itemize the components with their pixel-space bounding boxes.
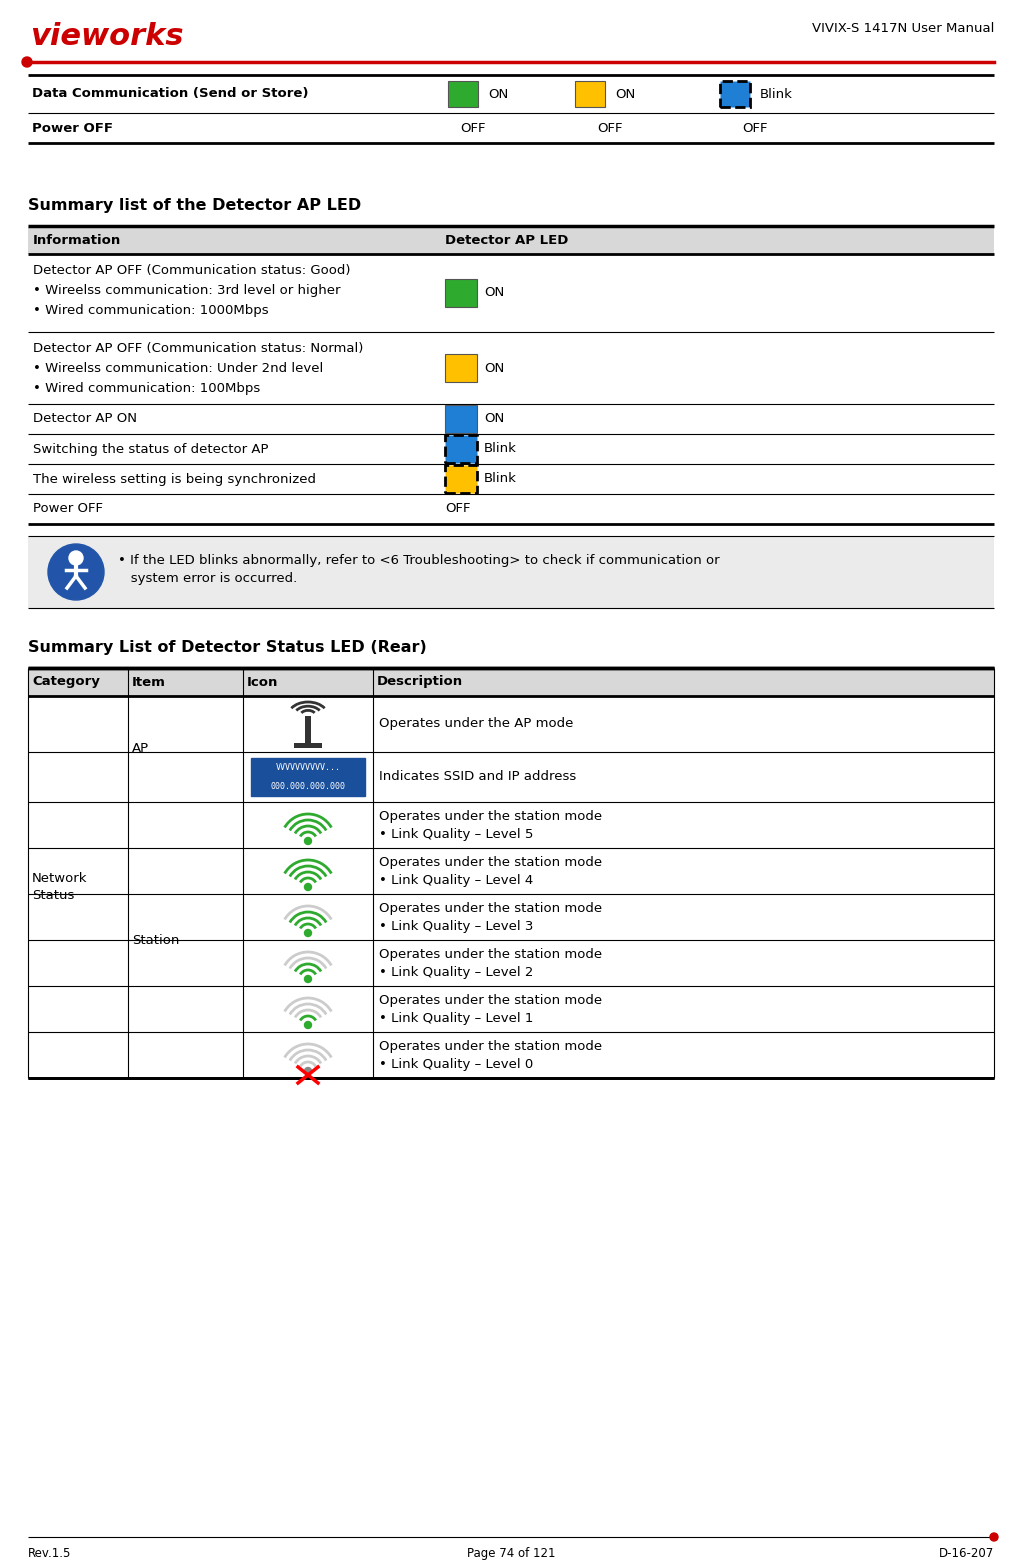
Bar xyxy=(445,465,477,494)
Circle shape xyxy=(990,1533,998,1540)
Text: Operates under the station mode: Operates under the station mode xyxy=(379,856,602,870)
Text: Category: Category xyxy=(32,675,100,688)
Text: Summary list of the Detector AP LED: Summary list of the Detector AP LED xyxy=(28,197,361,213)
Text: Data Communication (Send or Store): Data Communication (Send or Store) xyxy=(32,88,309,100)
Text: Blink: Blink xyxy=(484,473,517,486)
Text: The wireless setting is being synchronized: The wireless setting is being synchroniz… xyxy=(33,473,316,486)
Text: Summary List of Detector Status LED (Rear): Summary List of Detector Status LED (Rea… xyxy=(28,639,427,655)
Text: Operates under the AP mode: Operates under the AP mode xyxy=(379,718,573,730)
Text: • Wired communication: 100Mbps: • Wired communication: 100Mbps xyxy=(33,382,261,395)
Circle shape xyxy=(48,544,104,600)
Text: OFF: OFF xyxy=(445,503,470,516)
Text: Operates under the station mode: Operates under the station mode xyxy=(379,810,602,823)
Circle shape xyxy=(305,1022,312,1028)
Text: AP: AP xyxy=(132,743,149,755)
Text: OFF: OFF xyxy=(597,122,622,135)
Text: vieworks: vieworks xyxy=(30,22,184,52)
Text: • Link Quality – Level 2: • Link Quality – Level 2 xyxy=(379,965,533,979)
Text: VVVVVVVVVV...: VVVVVVVVVV... xyxy=(276,763,340,773)
Circle shape xyxy=(22,56,32,67)
Text: ON: ON xyxy=(487,88,508,100)
Text: • Wireelss communication: Under 2nd level: • Wireelss communication: Under 2nd leve… xyxy=(33,362,323,375)
Text: D-16-207: D-16-207 xyxy=(939,1547,994,1561)
Text: OFF: OFF xyxy=(460,122,485,135)
Text: ON: ON xyxy=(484,362,504,375)
Bar xyxy=(251,758,365,796)
Bar xyxy=(445,404,477,432)
Bar xyxy=(445,279,477,307)
Text: Operates under the station mode: Operates under the station mode xyxy=(379,993,602,1008)
Circle shape xyxy=(305,1067,312,1075)
Text: Network
Status: Network Status xyxy=(32,871,88,903)
Text: Detector AP LED: Detector AP LED xyxy=(445,233,568,246)
Text: VIVIX-S 1417N User Manual: VIVIX-S 1417N User Manual xyxy=(811,22,994,34)
Bar xyxy=(28,668,994,696)
Bar xyxy=(448,81,478,107)
Text: Item: Item xyxy=(132,675,166,688)
Text: Power OFF: Power OFF xyxy=(32,122,113,135)
Text: Power OFF: Power OFF xyxy=(33,503,103,516)
Bar xyxy=(721,81,750,107)
Text: system error is occurred.: system error is occurred. xyxy=(118,572,297,584)
Text: Blink: Blink xyxy=(484,442,517,456)
Text: Detector AP OFF (Communication status: Good): Detector AP OFF (Communication status: G… xyxy=(33,263,351,277)
Circle shape xyxy=(305,837,312,845)
Text: ON: ON xyxy=(484,287,504,299)
Bar xyxy=(575,81,605,107)
Text: Operates under the station mode: Operates under the station mode xyxy=(379,948,602,961)
Text: Detector AP OFF (Communication status: Normal): Detector AP OFF (Communication status: N… xyxy=(33,342,364,356)
Text: • Link Quality – Level 0: • Link Quality – Level 0 xyxy=(379,1058,533,1070)
Text: Icon: Icon xyxy=(247,675,278,688)
Bar xyxy=(28,536,994,608)
Text: • Wired communication: 1000Mbps: • Wired communication: 1000Mbps xyxy=(33,304,269,317)
Text: • Link Quality – Level 3: • Link Quality – Level 3 xyxy=(379,920,533,932)
Text: 000.000.000.000: 000.000.000.000 xyxy=(271,782,345,791)
Text: Description: Description xyxy=(377,675,463,688)
Text: • If the LED blinks abnormally, refer to <6 Troubleshooting> to check if communi: • If the LED blinks abnormally, refer to… xyxy=(118,555,719,567)
Bar xyxy=(28,226,994,254)
Text: Rev.1.5: Rev.1.5 xyxy=(28,1547,72,1561)
Text: ON: ON xyxy=(484,412,504,426)
Text: Information: Information xyxy=(33,233,122,246)
Circle shape xyxy=(305,929,312,937)
Circle shape xyxy=(305,884,312,890)
Text: Page 74 of 121: Page 74 of 121 xyxy=(467,1547,555,1561)
Text: Switching the status of detector AP: Switching the status of detector AP xyxy=(33,442,269,456)
Text: OFF: OFF xyxy=(742,122,768,135)
Text: Operates under the station mode: Operates under the station mode xyxy=(379,903,602,915)
Bar xyxy=(445,436,477,462)
Text: Operates under the station mode: Operates under the station mode xyxy=(379,1040,602,1053)
Text: Blink: Blink xyxy=(760,88,793,100)
Text: • Link Quality – Level 4: • Link Quality – Level 4 xyxy=(379,874,533,887)
Text: • Link Quality – Level 5: • Link Quality – Level 5 xyxy=(379,827,533,841)
Bar xyxy=(445,354,477,382)
Bar xyxy=(305,716,311,746)
Circle shape xyxy=(69,552,83,566)
Text: • Link Quality – Level 1: • Link Quality – Level 1 xyxy=(379,1012,533,1025)
Text: Indicates SSID and IP address: Indicates SSID and IP address xyxy=(379,771,576,784)
Text: Station: Station xyxy=(132,934,180,946)
Text: ON: ON xyxy=(615,88,636,100)
Text: Detector AP ON: Detector AP ON xyxy=(33,412,137,426)
Bar xyxy=(294,743,322,747)
Text: • Wireelss communication: 3rd level or higher: • Wireelss communication: 3rd level or h… xyxy=(33,284,340,298)
Circle shape xyxy=(305,976,312,983)
